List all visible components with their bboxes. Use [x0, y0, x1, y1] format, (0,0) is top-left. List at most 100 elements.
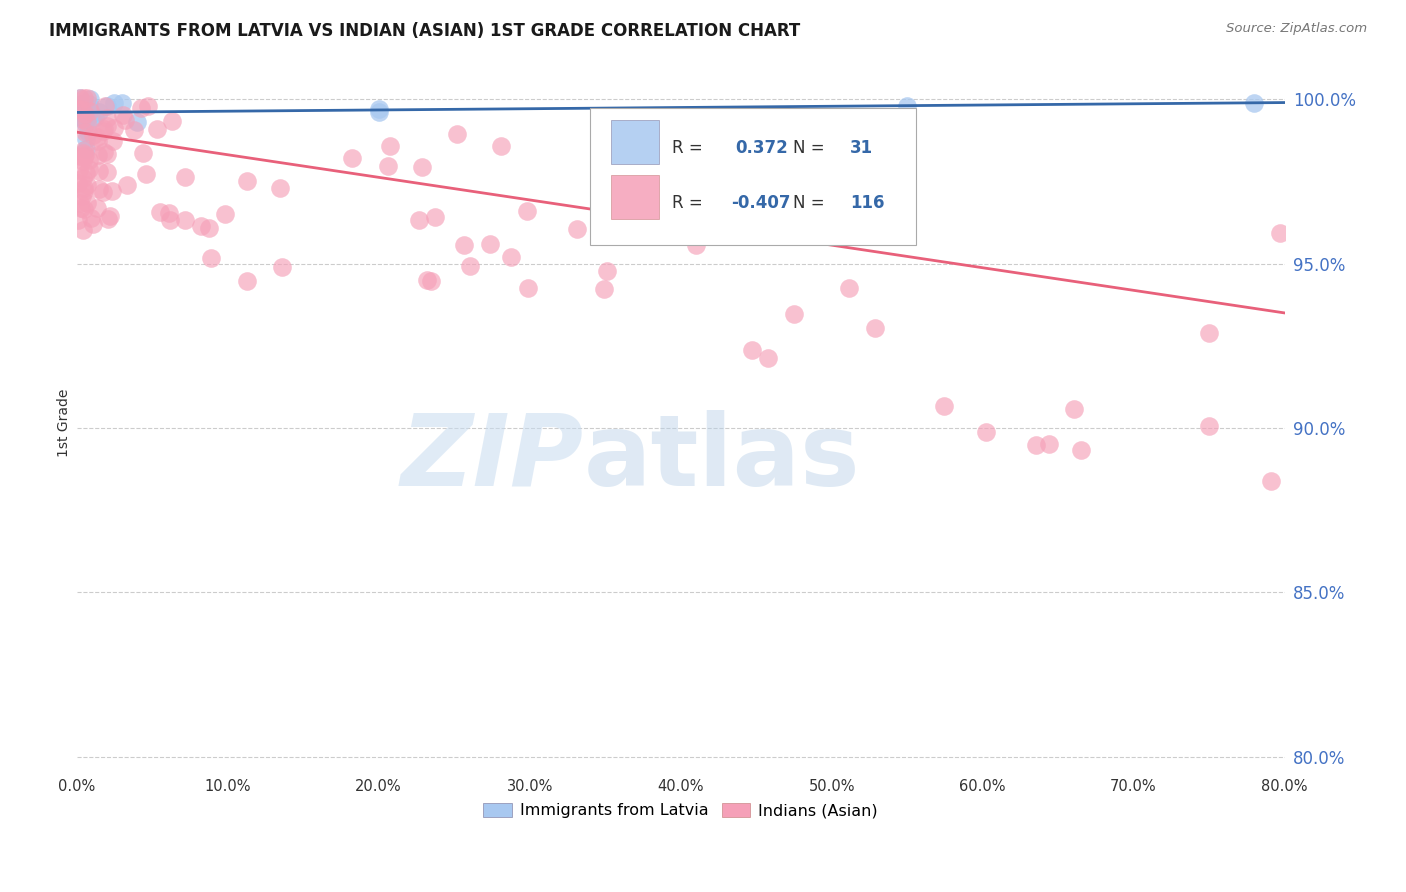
Point	[756, 351, 779, 365]
Text: ZIP: ZIP	[401, 409, 583, 507]
Point	[111, 95, 134, 110]
Point	[377, 159, 399, 173]
Point	[70, 102, 93, 116]
Point	[67, 102, 90, 116]
Point	[132, 146, 155, 161]
Point	[146, 122, 169, 136]
Point	[70, 97, 93, 112]
Point	[236, 174, 259, 188]
Point	[411, 160, 433, 174]
Point	[160, 114, 183, 128]
Text: IMMIGRANTS FROM LATVIA VS INDIAN (ASIAN) 1ST GRADE CORRELATION CHART: IMMIGRANTS FROM LATVIA VS INDIAN (ASIAN)…	[49, 22, 800, 40]
Point	[501, 250, 523, 264]
Point	[77, 162, 100, 177]
Point	[423, 211, 446, 225]
Point	[236, 275, 259, 289]
Point	[79, 104, 101, 119]
Point	[974, 425, 997, 439]
Point	[67, 176, 90, 190]
Point	[82, 112, 104, 126]
Point	[96, 111, 118, 125]
Point	[1260, 474, 1282, 488]
Point	[567, 222, 589, 236]
Point	[100, 184, 122, 198]
Text: Source: ZipAtlas.com: Source: ZipAtlas.com	[1226, 22, 1367, 36]
Point	[516, 204, 538, 219]
Point	[72, 145, 94, 160]
Point	[89, 105, 111, 120]
Point	[93, 145, 115, 160]
Point	[91, 124, 114, 138]
Point	[87, 147, 110, 161]
Point	[666, 226, 689, 240]
Point	[77, 125, 100, 139]
Point	[72, 150, 94, 164]
Point	[72, 223, 94, 237]
Point	[685, 237, 707, 252]
Point	[79, 103, 101, 118]
FancyBboxPatch shape	[610, 120, 659, 164]
Point	[173, 212, 195, 227]
Point	[214, 207, 236, 221]
Legend: Immigrants from Latvia, Indians (Asian): Immigrants from Latvia, Indians (Asian)	[477, 797, 884, 824]
Point	[453, 238, 475, 252]
Point	[75, 116, 97, 130]
Point	[1243, 95, 1265, 110]
Point	[75, 142, 97, 156]
Point	[96, 119, 118, 133]
Point	[86, 202, 108, 216]
Point	[420, 274, 443, 288]
Point	[86, 129, 108, 144]
Point	[115, 178, 138, 193]
Point	[77, 100, 100, 114]
Point	[76, 178, 98, 193]
Point	[73, 107, 96, 121]
Point	[1268, 226, 1291, 240]
Point	[97, 212, 120, 227]
Point	[66, 109, 89, 123]
Point	[596, 264, 619, 278]
Point	[367, 105, 389, 120]
Point	[72, 170, 94, 185]
Point	[446, 127, 468, 141]
Text: 116: 116	[849, 194, 884, 212]
Point	[69, 91, 91, 105]
Point	[103, 95, 125, 110]
Point	[91, 185, 114, 199]
Text: 0.372: 0.372	[735, 139, 787, 157]
Point	[1198, 326, 1220, 340]
Point	[73, 106, 96, 120]
Point	[73, 143, 96, 157]
Point	[380, 138, 402, 153]
Point	[479, 236, 502, 251]
Point	[838, 281, 860, 295]
Point	[607, 180, 630, 194]
Point	[269, 181, 291, 195]
Text: atlas: atlas	[583, 409, 860, 507]
Point	[73, 184, 96, 198]
Point	[77, 153, 100, 168]
Text: N =: N =	[793, 194, 824, 212]
Point	[458, 259, 481, 273]
Point	[174, 169, 197, 184]
Point	[75, 132, 97, 146]
Point	[1063, 401, 1085, 416]
Point	[83, 110, 105, 124]
Point	[741, 343, 763, 357]
Point	[76, 115, 98, 129]
Point	[198, 221, 221, 235]
Point	[136, 99, 159, 113]
FancyBboxPatch shape	[591, 108, 917, 244]
Point	[73, 181, 96, 195]
Point	[96, 164, 118, 178]
Y-axis label: 1st Grade: 1st Grade	[58, 389, 72, 458]
Point	[69, 196, 91, 211]
Text: 31: 31	[849, 139, 873, 157]
Point	[73, 125, 96, 139]
Point	[76, 109, 98, 123]
Point	[79, 92, 101, 106]
Point	[517, 281, 540, 295]
Point	[112, 108, 135, 122]
Point	[127, 115, 149, 129]
Point	[73, 90, 96, 104]
